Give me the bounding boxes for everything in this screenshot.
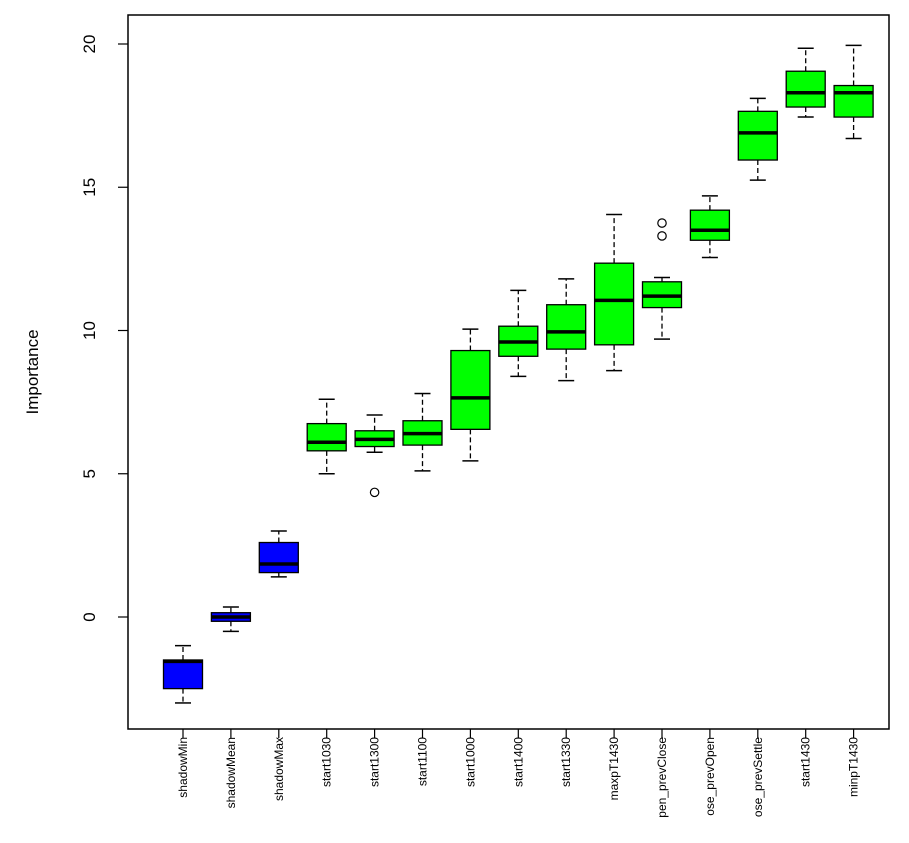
box-maxpT1430: maxpT1430 [593, 213, 635, 801]
y-tick-label: 15 [80, 178, 99, 197]
x-tick-label: ose_prevOpen [703, 737, 717, 816]
box-start1430: start1430 [785, 47, 826, 787]
x-tick-label: minpT1430 [847, 737, 861, 797]
box-minpT1430: minpT1430 [833, 44, 874, 797]
x-tick-label: shadowMax [272, 737, 286, 801]
box-iqr [162, 659, 204, 690]
x-tick-label: shadowMean [224, 737, 238, 808]
x-tick-label: start1030 [320, 737, 334, 787]
x-tick-label: start1100 [416, 737, 430, 786]
x-tick-label: start1300 [368, 737, 382, 787]
box-iqr [306, 422, 347, 452]
box-iqr [593, 262, 635, 346]
box-iqr [258, 541, 299, 574]
box-start1100: start1100 [402, 392, 443, 786]
y-tick-label: 10 [80, 321, 99, 340]
x-tick-label: start1430 [799, 737, 813, 787]
box-ose_prevOpen: ose_prevOpen [689, 195, 731, 816]
y-axis-title: Importance [23, 329, 42, 414]
box-pen_prevClose: pen_prevClose [641, 218, 683, 818]
y-axis: 0 5 10 15 20 [80, 35, 128, 622]
box-start1330: start1330 [546, 278, 587, 787]
box-iqr [785, 70, 826, 108]
x-tick-label: start1330 [559, 737, 573, 787]
y-tick-label: 0 [80, 612, 99, 621]
box-start1400: start1400 [498, 289, 539, 787]
y-tick-label: 5 [80, 469, 99, 478]
box-iqr [450, 349, 491, 430]
box-shadowMax: shadowMax [258, 530, 299, 801]
x-tick-label: pen_prevClose [655, 737, 669, 818]
x-tick-label: ose_prevSettle [751, 737, 765, 817]
box-iqr [689, 209, 731, 241]
x-tick-label: start1400 [511, 737, 525, 787]
box-iqr [546, 304, 587, 350]
outlier-point [369, 487, 380, 498]
box-start1000: start1000 [450, 328, 491, 787]
x-tick-label: start1000 [463, 737, 477, 787]
box-shadowMean: shadowMean [210, 606, 252, 808]
box-ose_prevSettle: ose_prevSettle [737, 97, 778, 817]
outlier-point [657, 218, 667, 228]
y-tick-label: 20 [80, 35, 99, 54]
x-tick-label: shadowMin [176, 737, 190, 798]
box-iqr [833, 84, 874, 118]
box-start1030: start1030 [306, 398, 347, 787]
box-shadowMin: shadowMin [162, 644, 204, 798]
box-iqr [737, 110, 778, 161]
outlier-point [657, 231, 667, 241]
box-start1300: start1300 [354, 414, 395, 787]
plot-frame [127, 14, 890, 730]
x-tick-label: maxpT1430 [607, 737, 621, 801]
